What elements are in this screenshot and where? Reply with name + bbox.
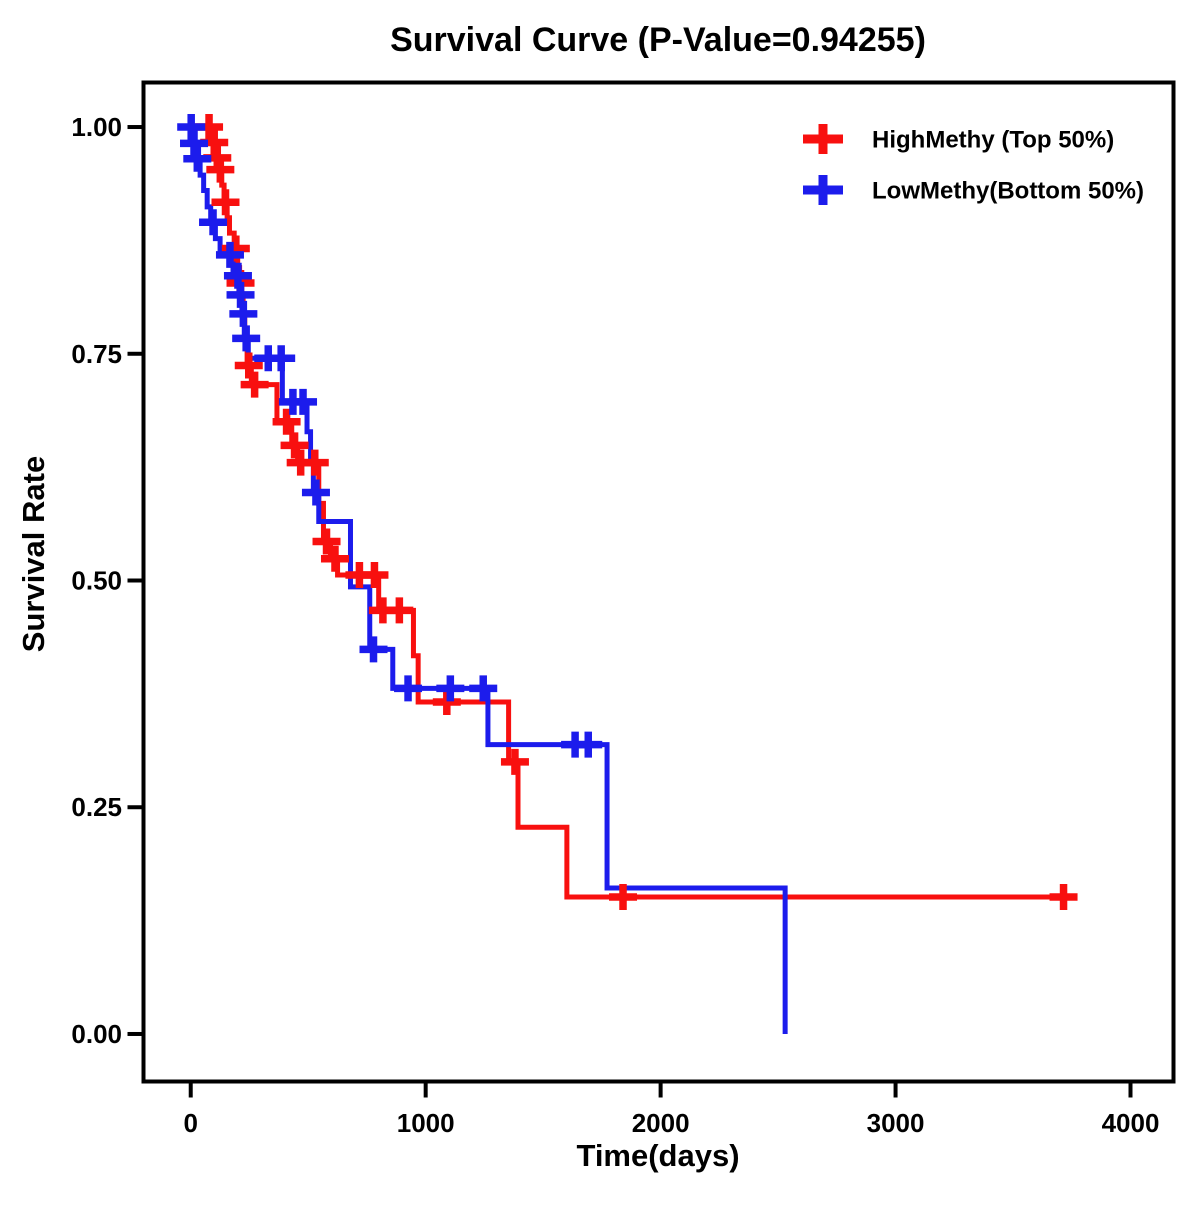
y-axis-tick-label: 0.50 — [71, 566, 122, 596]
censor-plus-icon — [469, 675, 498, 702]
x-axis-tick-label: 2000 — [632, 1108, 690, 1138]
censor-plus-icon — [500, 748, 529, 775]
censor-plus-icon — [394, 675, 423, 702]
censor-plus-icon — [385, 597, 414, 624]
legend-item-highmethy: HighMethy (Top 50%) — [803, 124, 1114, 154]
censor-plus-icon — [206, 156, 235, 183]
y-axis-tick-label: 1.00 — [71, 112, 122, 142]
legend-label-lowmethy: LowMethy(Bottom 50%) — [872, 178, 1144, 205]
censor-plus-icon — [436, 675, 465, 702]
censor-plus-icon — [312, 528, 341, 555]
censor-plus-icon — [267, 345, 296, 372]
plus-icon-highmethy — [803, 124, 843, 154]
legend-item-lowmethy: LowMethy(Bottom 50%) — [803, 175, 1144, 205]
y-axis-tick-label: 0.75 — [71, 339, 122, 369]
x-axis-title: Time(days) — [576, 1138, 739, 1173]
censor-plus-icon — [360, 562, 389, 589]
plus-icon-lowmethy — [803, 175, 843, 205]
plot-frame — [141, 80, 1176, 1084]
censor-plus-icon — [280, 432, 309, 459]
censor-plus-icon — [234, 352, 263, 379]
censor-plus-icon — [320, 545, 349, 572]
x-axis-tick-label: 3000 — [867, 1108, 925, 1138]
x-axis-tick-label: 4000 — [1102, 1108, 1160, 1138]
plot-area: 0 1000 2000 3000 4000 0.00 0.25 0.50 0.75 1.00 — [71, 112, 1159, 1138]
censor-plus-icon — [289, 388, 318, 415]
censor-plus-icon — [215, 241, 244, 268]
km-curve-highmethy — [190, 124, 1075, 900]
legend: HighMethy (Top 50%) LowMethy(Bottom 50%) — [803, 124, 1144, 205]
censor-plus-icon — [359, 636, 388, 663]
censor-plus-icon — [272, 408, 301, 435]
censor-plus-icon — [574, 731, 603, 758]
censor-plus-icon — [229, 300, 258, 327]
censor-marks-highmethy — [195, 114, 1078, 911]
censor-plus-icon — [183, 145, 212, 172]
censor-plus-icon — [1049, 884, 1078, 911]
x-axis-tick-label: 1000 — [397, 1108, 455, 1138]
censor-plus-icon — [240, 371, 269, 398]
chart-title: Survival Curve (P-Value=0.94255) — [390, 21, 926, 59]
censor-plus-icon — [199, 209, 228, 236]
censor-plus-icon — [300, 449, 329, 476]
x-axis-tick-label: 0 — [183, 1108, 197, 1138]
legend-label-highmethy: HighMethy (Top 50%) — [872, 127, 1114, 154]
y-axis-title: Survival Rate — [16, 456, 51, 652]
censor-marks-lowmethy — [177, 114, 603, 758]
censor-plus-icon — [301, 479, 330, 506]
censor-plus-icon — [232, 325, 261, 352]
censor-plus-icon — [609, 884, 638, 911]
censor-plus-icon — [211, 189, 240, 216]
y-axis-tick-label: 0.00 — [71, 1019, 122, 1049]
y-axis-tick-label: 0.25 — [71, 792, 122, 822]
